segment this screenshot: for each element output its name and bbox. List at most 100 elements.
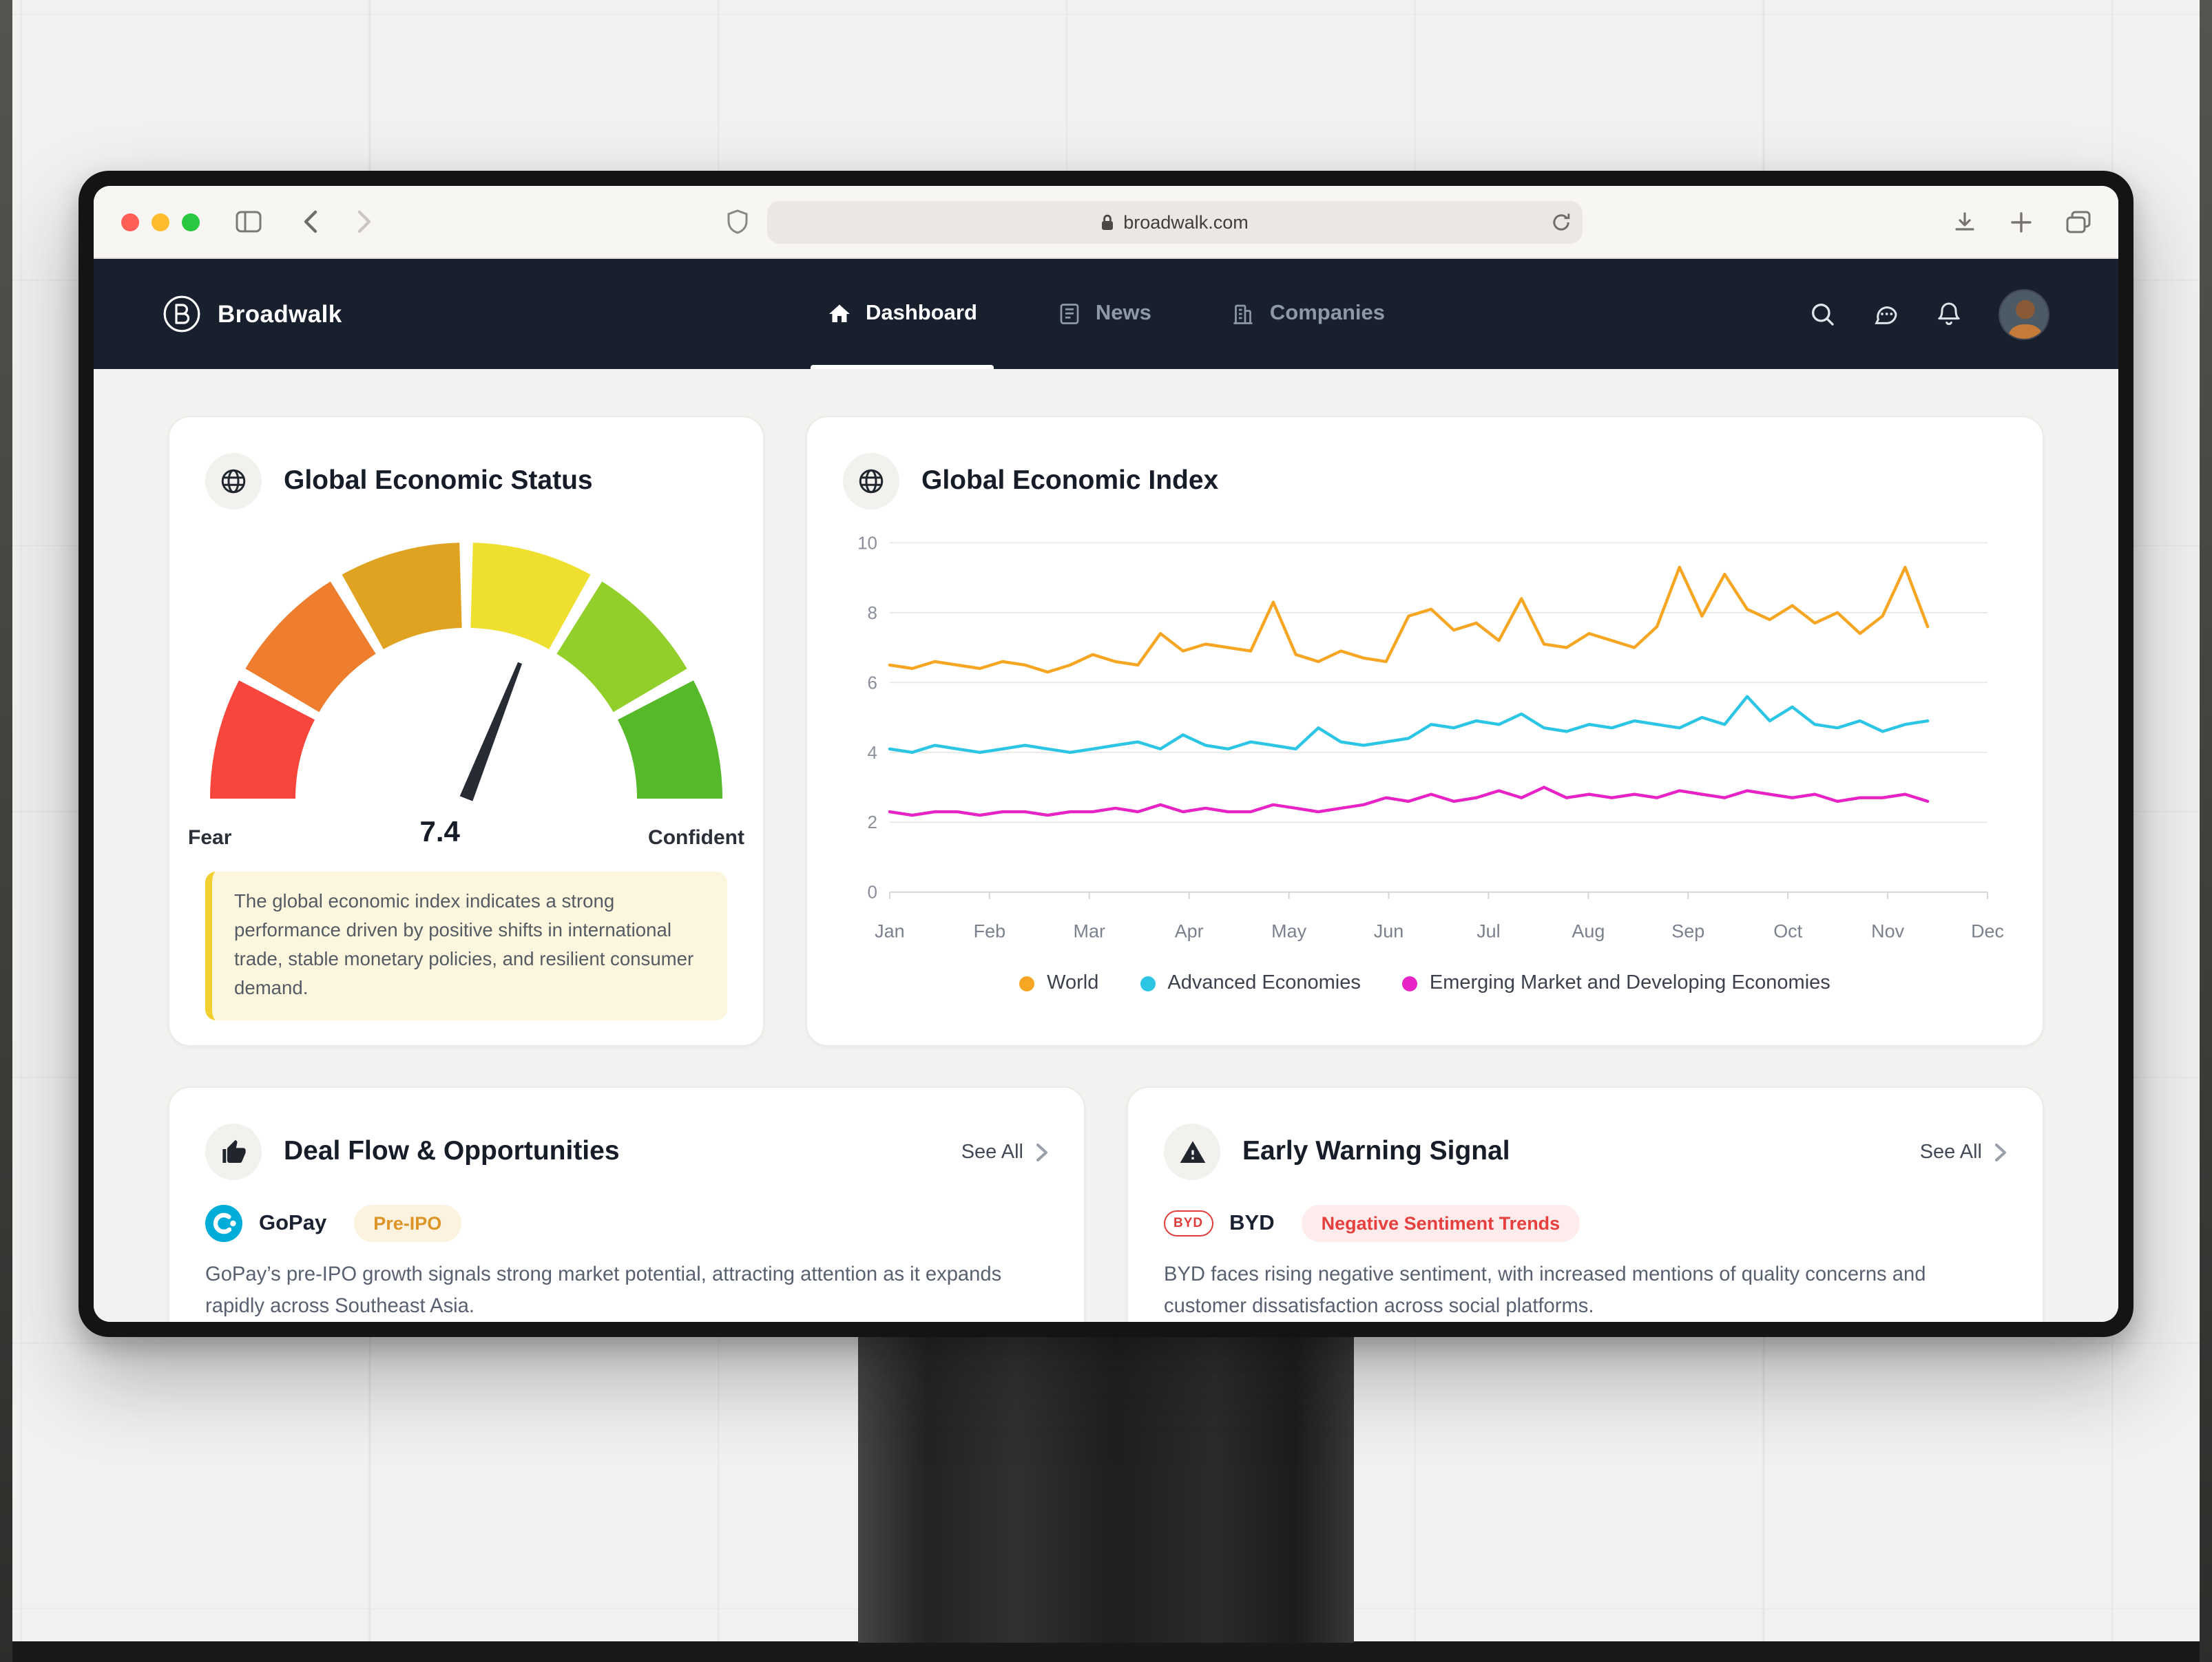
chevron-right-icon xyxy=(1995,1143,2006,1161)
gauge-max-label: Confident xyxy=(648,826,744,850)
svg-text:8: 8 xyxy=(868,602,877,623)
address-bar[interactable]: broadwalk.com xyxy=(766,200,1582,243)
status-card-title: Global Economic Status xyxy=(284,465,593,496)
svg-text:0: 0 xyxy=(868,882,877,903)
svg-text:Feb: Feb xyxy=(974,921,1005,942)
see-all-label: See All xyxy=(1919,1141,1982,1163)
chevron-right-icon xyxy=(1036,1143,1047,1161)
deal-company-name: GoPay xyxy=(259,1211,327,1234)
status-note-text: The global economic index indicates a st… xyxy=(234,891,694,998)
svg-text:Jul: Jul xyxy=(1477,921,1500,942)
nav-item-companies[interactable]: Companies xyxy=(1209,259,1407,369)
status-note: The global economic index indicates a st… xyxy=(205,872,727,1020)
gauge-arc xyxy=(210,543,722,801)
notifications-bell-icon[interactable] xyxy=(1935,300,1963,328)
navbar-actions xyxy=(1808,288,2049,339)
nav-dashboard-label: Dashboard xyxy=(865,302,977,325)
home-icon xyxy=(827,302,852,326)
svg-text:Dec: Dec xyxy=(1971,921,2004,942)
globe-icon xyxy=(205,453,262,509)
nav-item-news[interactable]: News xyxy=(1035,259,1173,369)
nav-companies-label: Companies xyxy=(1269,302,1386,325)
deal-description: GoPay’s pre-IPO growth signals strong ma… xyxy=(205,1264,1002,1318)
monitor: broadwalk.com xyxy=(79,171,2133,1337)
dashboard-page: Global Economic Status Fear 7.4 Confiden… xyxy=(94,369,2118,1322)
see-all-label: See All xyxy=(961,1141,1023,1163)
warning-description: BYD faces rising negative sentiment, wit… xyxy=(1164,1264,1926,1318)
negative-sentiment-badge: Negative Sentiment Trends xyxy=(1302,1205,1580,1242)
gauge-value: 7.4 xyxy=(419,817,460,848)
warning-item-byd[interactable]: BYD BYD Negative Sentiment Trends xyxy=(1164,1205,2007,1242)
early-warning-card: Early Warning Signal See All BYD BYD Neg… xyxy=(1127,1086,2044,1322)
gopay-logo xyxy=(205,1205,242,1242)
svg-text:10: 10 xyxy=(857,532,877,553)
sentiment-gauge: Fear 7.4 Confident xyxy=(188,529,744,850)
user-avatar[interactable] xyxy=(1999,288,2049,339)
messages-icon[interactable] xyxy=(1872,300,1899,328)
primary-nav: Dashboard News Companies xyxy=(805,259,1407,369)
brand-logo xyxy=(163,295,201,333)
downloads-icon[interactable] xyxy=(1953,210,1976,233)
pre-ipo-badge: Pre-IPO xyxy=(354,1205,461,1242)
news-icon xyxy=(1057,302,1082,326)
svg-text:Jun: Jun xyxy=(1374,921,1404,942)
address-zone: broadwalk.com xyxy=(372,200,1937,243)
reload-icon[interactable] xyxy=(1550,211,1571,236)
warning-card-title: Early Warning Signal xyxy=(1242,1136,1510,1166)
svg-text:6: 6 xyxy=(868,672,877,693)
new-tab-icon[interactable] xyxy=(2010,210,2033,233)
svg-text:4: 4 xyxy=(868,742,877,763)
tab-overview-icon[interactable] xyxy=(2066,210,2091,233)
svg-text:May: May xyxy=(1271,921,1306,942)
warning-see-all-link[interactable]: See All xyxy=(1920,1141,2007,1163)
warning-company-name: BYD xyxy=(1229,1211,1275,1234)
index-card-title: Global Economic Index xyxy=(921,465,1219,496)
backdrop-right-edge xyxy=(2200,0,2212,1662)
backdrop-left-edge xyxy=(0,0,12,1662)
brand[interactable]: Broadwalk xyxy=(163,295,342,333)
line-chart: 0 2 4 6 8 10 Jan Feb Mar Apr May Jun Jul Aug Sep Oct Nov… xyxy=(857,532,2004,942)
warning-triangle-icon xyxy=(1164,1124,1220,1180)
economic-index-chart: 0 2 4 6 8 10 Jan Feb Mar Apr May Jun Jul Aug Sep Oct Nov… xyxy=(843,520,2007,994)
close-window-button[interactable] xyxy=(121,213,139,231)
gauge-min-label: Fear xyxy=(188,826,232,850)
svg-text:2: 2 xyxy=(868,812,877,832)
lock-icon xyxy=(1100,213,1114,231)
svg-text:Oct: Oct xyxy=(1773,921,1802,942)
screen: broadwalk.com xyxy=(94,186,2118,1322)
legend-item: Advanced Economies xyxy=(1140,972,1361,994)
svg-text:Sep: Sep xyxy=(1671,921,1704,942)
global-economic-status-card: Global Economic Status Fear 7.4 Confiden… xyxy=(168,416,764,1046)
url-text: broadwalk.com xyxy=(1123,211,1249,232)
svg-text:Aug: Aug xyxy=(1572,921,1605,942)
back-button[interactable] xyxy=(303,209,318,234)
minimize-window-button[interactable] xyxy=(152,213,169,231)
zoom-window-button[interactable] xyxy=(182,213,200,231)
nav-item-dashboard[interactable]: Dashboard xyxy=(805,259,999,369)
site-navbar: Broadwalk Dashboard News xyxy=(94,259,2118,369)
svg-text:Mar: Mar xyxy=(1074,921,1105,942)
thumbs-up-icon xyxy=(205,1124,262,1180)
buildings-icon xyxy=(1231,302,1256,326)
nav-news-label: News xyxy=(1095,302,1151,325)
privacy-shield-icon[interactable] xyxy=(727,209,747,234)
toolbar-right-group xyxy=(1953,210,2091,233)
desk-edge xyxy=(0,1641,2212,1662)
globe-icon xyxy=(843,453,899,509)
sidebar-toggle-icon[interactable] xyxy=(236,211,262,233)
deal-flow-card: Deal Flow & Opportunities See All GoPay xyxy=(168,1086,1085,1322)
legend-item: World xyxy=(1019,972,1098,994)
monitor-stand xyxy=(858,1294,1354,1643)
search-icon[interactable] xyxy=(1808,300,1836,328)
brand-name: Broadwalk xyxy=(218,299,342,327)
svg-text:Apr: Apr xyxy=(1175,921,1204,942)
chart-legend: World Advanced Economies Emerging Market a… xyxy=(843,972,2007,994)
deals-see-all-link[interactable]: See All xyxy=(961,1141,1048,1163)
deals-card-title: Deal Flow & Opportunities xyxy=(284,1136,620,1166)
svg-text:Jan: Jan xyxy=(875,921,904,942)
byd-logo: BYD xyxy=(1164,1210,1213,1237)
legend-item: Emerging Market and Developing Economies xyxy=(1401,972,1830,994)
forward-button[interactable] xyxy=(357,209,372,234)
deal-item-gopay[interactable]: GoPay Pre-IPO xyxy=(205,1205,1048,1242)
